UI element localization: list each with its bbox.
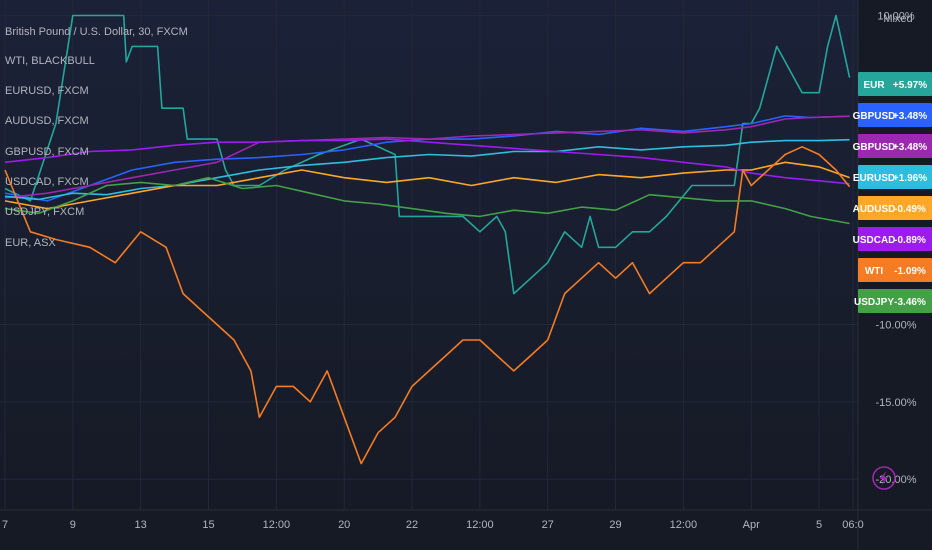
tag-series-value: -1.09% — [894, 266, 926, 277]
tag-series-value: -0.89% — [894, 235, 926, 246]
last-value-tag: EUR +5.97% — [858, 72, 932, 96]
last-value-tag: AUDUSD-0.49% — [853, 196, 932, 220]
series-line-gbpusd[interactable] — [4, 115, 850, 199]
legend-gbpusd[interactable]: GBPUSD, FXCM — [5, 146, 89, 158]
last-value-tag: GBPUSD+3.48% — [853, 103, 932, 127]
x-tick-label: Apr — [743, 519, 760, 531]
x-tick-label: 5 — [816, 519, 822, 531]
series-last-value-tags: EUR +5.97%GBPUSD+3.48%GBPUSD+3.48%EURUSD+… — [853, 72, 932, 313]
lightning-icon[interactable] — [872, 466, 896, 490]
series-line-eurusd[interactable] — [4, 138, 850, 201]
x-tick-label: 06:0 — [842, 519, 863, 531]
series-line-wti[interactable] — [4, 146, 851, 465]
x-tick-label: 15 — [202, 519, 214, 531]
tag-series-value: +3.48% — [893, 111, 927, 122]
tag-series-value: -3.46% — [894, 297, 926, 308]
x-tick-label: 7 — [2, 519, 8, 531]
tag-series-name: AUDUSD — [853, 204, 896, 215]
legend-audusd[interactable]: AUDUSD, FXCM — [5, 115, 89, 127]
tag-series-value: +5.97% — [893, 80, 927, 91]
tag-series-name: WTI — [865, 266, 884, 277]
tag-series-value: +3.48% — [893, 142, 927, 153]
last-value-tag: WTI -1.09% — [858, 258, 932, 282]
x-tick-label: 9 — [70, 519, 76, 531]
y-tick-label: -10.00% — [876, 320, 917, 332]
legend-eur[interactable]: EUR, ASX — [5, 237, 56, 249]
series-layer — [4, 14, 851, 465]
series-line-usdcad[interactable] — [4, 138, 850, 185]
last-value-tag: USDCAD-0.89% — [853, 227, 932, 251]
tag-series-value: +1.96% — [893, 173, 927, 184]
legend-usdjpy[interactable]: USDJPY, FXCM — [5, 206, 84, 218]
tag-series-name: USDCAD — [853, 235, 896, 246]
tag-series-name: USDJPY — [854, 297, 894, 308]
last-value-tag: GBPUSD+3.48% — [853, 134, 932, 158]
x-tick-label: 22 — [406, 519, 418, 531]
tag-series-name: EUR — [863, 80, 885, 91]
x-tick-label: 12:00 — [263, 519, 291, 531]
series-line-usdjpy[interactable] — [4, 176, 850, 225]
header-legend: British Pound / U.S. Dollar, 30, FXCM WT… — [5, 26, 188, 249]
tag-series-name: GBPUSD — [853, 142, 896, 153]
y-tick-label: 10.00% — [877, 10, 915, 22]
chart-title: British Pound / U.S. Dollar, 30, FXCM — [5, 26, 188, 38]
x-tick-label: 20 — [338, 519, 350, 531]
legend-eurusd[interactable]: EURUSD, FXCM — [5, 85, 89, 97]
plot-area — [0, 0, 858, 510]
last-value-tag: USDJPY -3.46% — [854, 289, 932, 313]
scale-mode-label[interactable]: Mixed — [883, 13, 912, 25]
time-scale[interactable]: 7 9 13 15 12:00 20 22 12:00 27 29 12:00 Apr 5 06:0 — [2, 519, 864, 531]
x-tick-label: 12:00 — [466, 519, 494, 531]
tag-series-name: EURUSD — [853, 173, 895, 184]
x-tick-label: 29 — [609, 519, 621, 531]
series-line-gbpusd[interactable] — [4, 115, 850, 202]
x-tick-label: 12:00 — [670, 519, 698, 531]
y-tick-label: -15.00% — [876, 397, 917, 409]
x-tick-label: 27 — [542, 519, 554, 531]
legend-wti[interactable]: WTI, BLACKBULL — [5, 55, 95, 67]
x-tick-label: 13 — [135, 519, 147, 531]
tag-series-value: -0.49% — [894, 204, 926, 215]
y-tick-label: -20.00% — [876, 474, 917, 486]
tag-series-name: GBPUSD — [853, 111, 896, 122]
legend-usdcad[interactable]: USDCAD, FXCM — [5, 176, 89, 188]
last-value-tag: EURUSD+1.96% — [853, 165, 932, 189]
